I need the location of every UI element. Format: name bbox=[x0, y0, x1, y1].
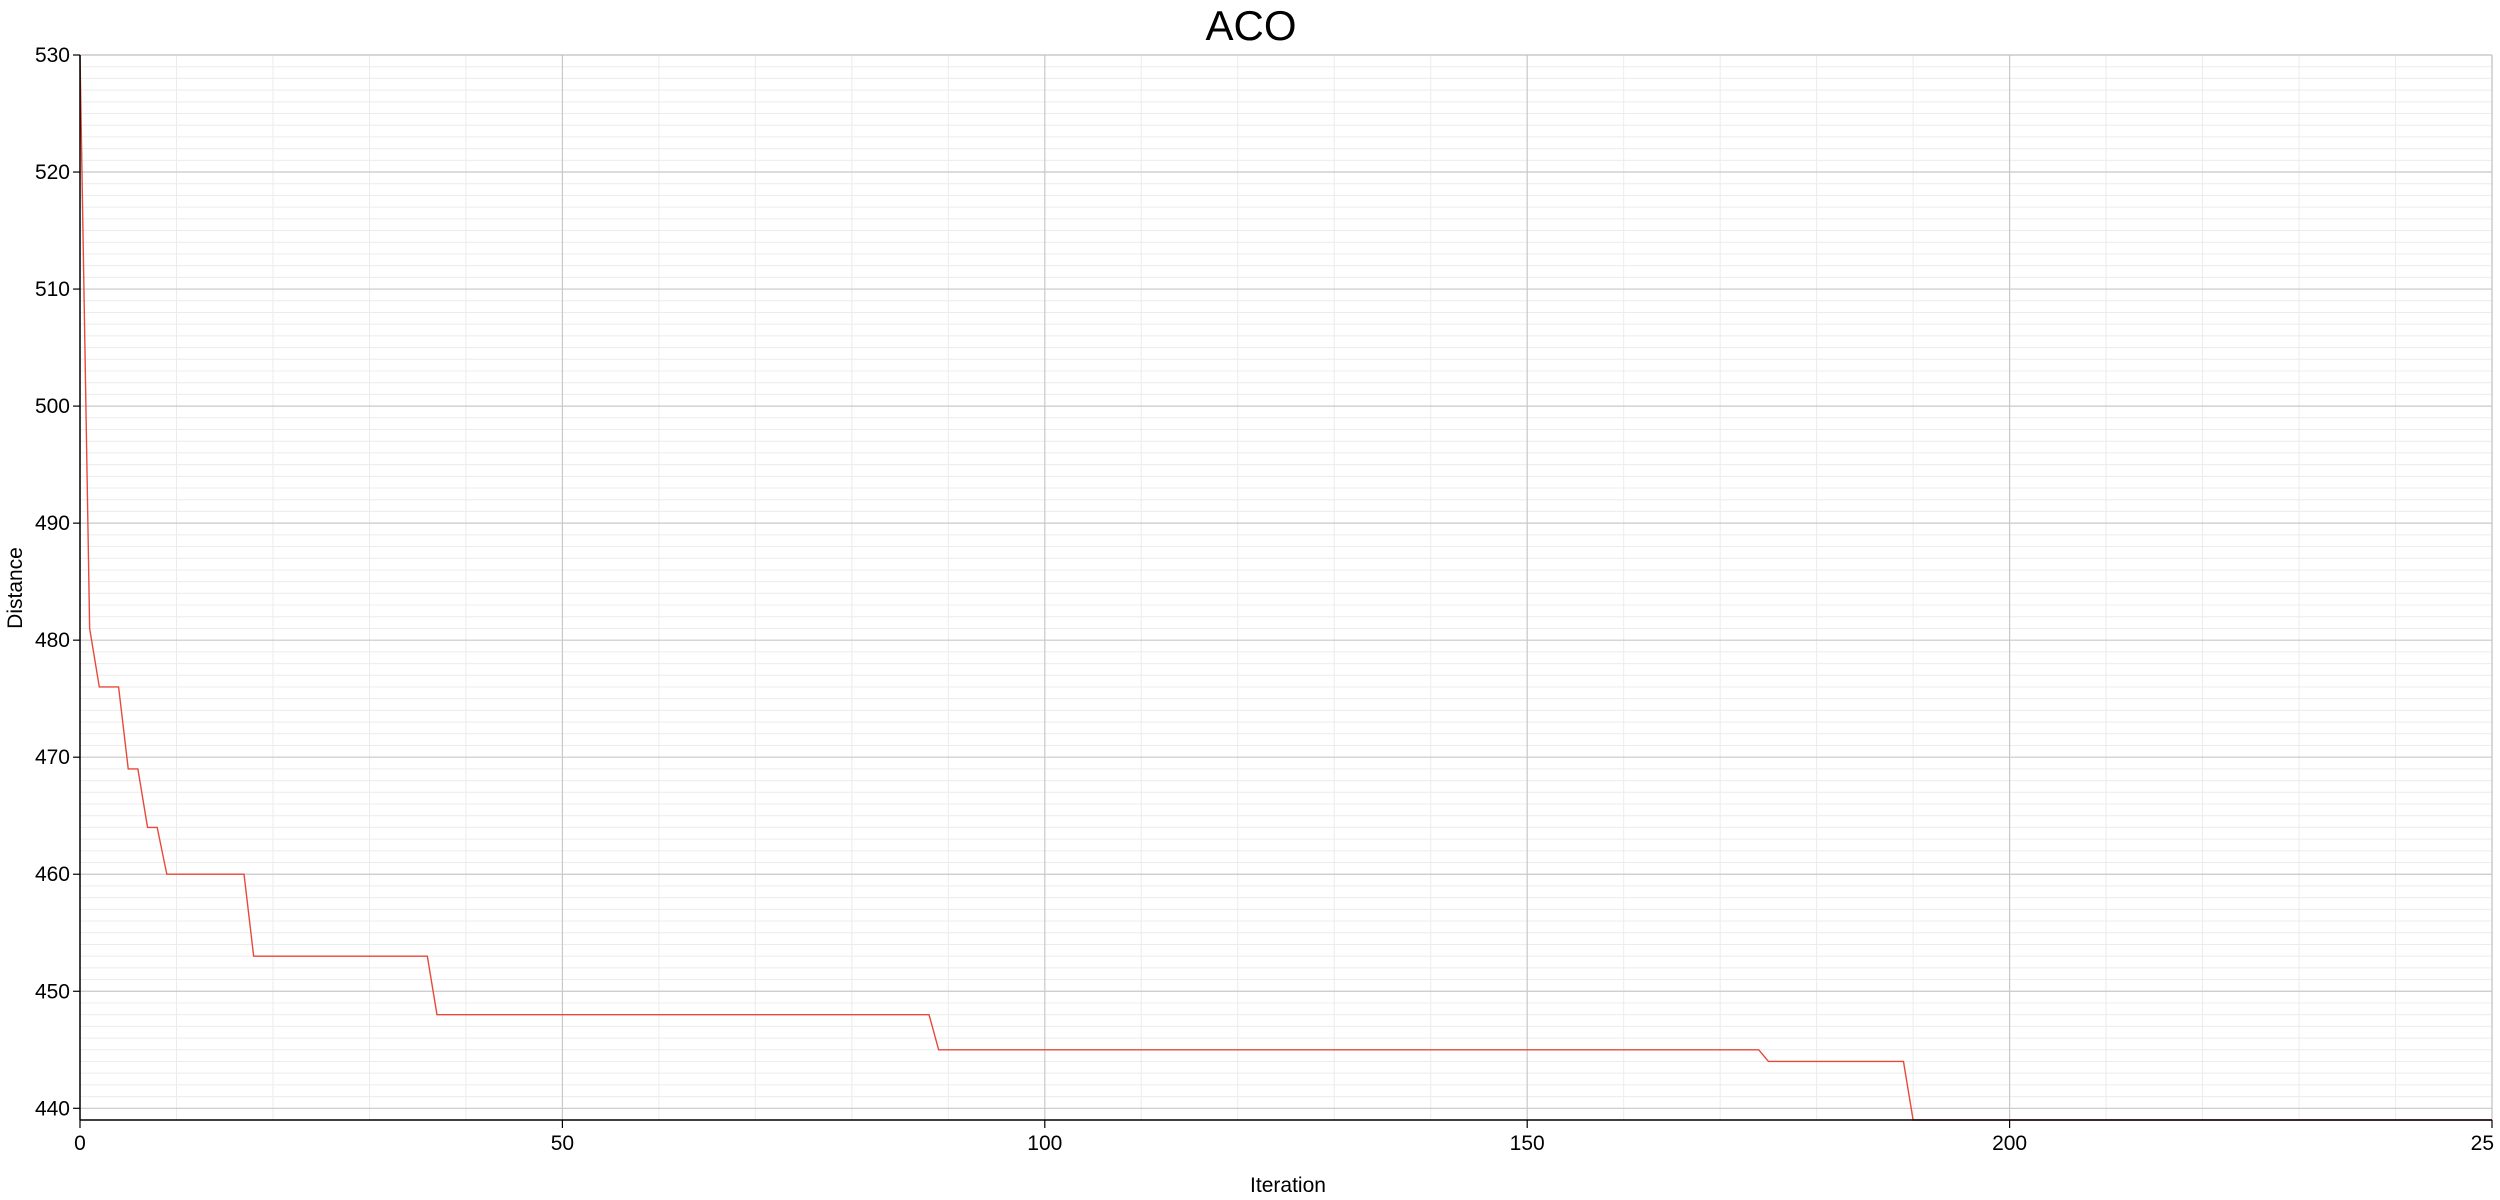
chart-title: ACO bbox=[1205, 2, 1296, 49]
x-tick-label: 50 bbox=[551, 1132, 574, 1155]
tick-labels: 0 50 100 150 200 25 440 450 460 470 480 490 500 510 52… bbox=[35, 44, 2494, 1155]
major-gridlines bbox=[80, 54, 2493, 1120]
y-tick-label: 460 bbox=[35, 863, 70, 886]
y-axis-label: Distance bbox=[4, 547, 27, 629]
x-tick-label: 150 bbox=[1510, 1132, 1545, 1155]
y-tick-label: 490 bbox=[35, 512, 70, 535]
x-tick-label: 200 bbox=[1992, 1132, 2027, 1155]
y-tick-label: 470 bbox=[35, 746, 70, 769]
y-tick-label: 510 bbox=[35, 278, 70, 301]
series-layer bbox=[79, 54, 2492, 1121]
x-tick-label: 100 bbox=[1027, 1132, 1062, 1155]
y-tick-label: 500 bbox=[35, 395, 70, 418]
y-tick-label: 440 bbox=[35, 1097, 70, 1120]
axes bbox=[73, 54, 2493, 1128]
y-tick-label: 450 bbox=[35, 980, 70, 1003]
x-axis-label: Iteration bbox=[1250, 1174, 1326, 1197]
y-tick-label: 480 bbox=[35, 629, 70, 652]
x-tick-label: 25 bbox=[2471, 1132, 2494, 1155]
minor-gridlines bbox=[80, 55, 2492, 1121]
y-tick-label: 520 bbox=[35, 161, 70, 184]
y-tick-label: 530 bbox=[35, 44, 70, 67]
series-line bbox=[79, 54, 2492, 1121]
x-tick-label: 0 bbox=[74, 1132, 86, 1155]
